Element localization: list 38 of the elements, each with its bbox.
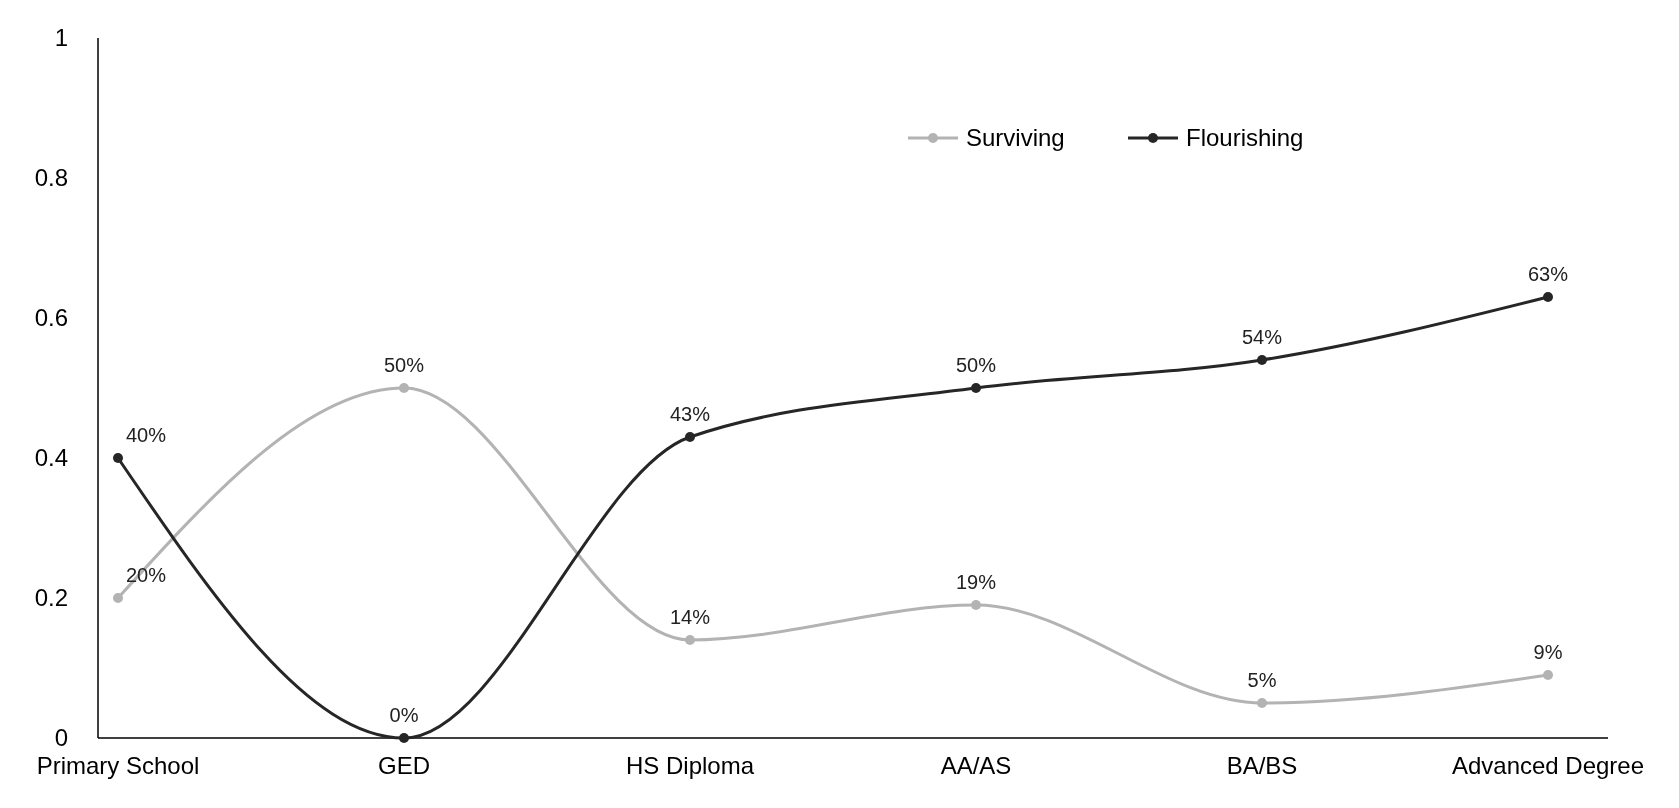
point bbox=[971, 383, 981, 393]
data-label: 9% bbox=[1533, 641, 1563, 663]
x-tick-label: GED bbox=[377, 752, 431, 779]
data-label: 19% bbox=[955, 571, 997, 593]
data-label: 14% bbox=[669, 606, 711, 628]
data-label: 0% bbox=[389, 704, 419, 726]
legend-label: Flourishing bbox=[1186, 124, 1304, 152]
y-tick-label: 0.6 bbox=[34, 304, 68, 332]
point bbox=[685, 432, 695, 442]
y-tick-label: 0.4 bbox=[34, 444, 68, 472]
data-label: 50% bbox=[383, 354, 425, 376]
data-label: 54% bbox=[1241, 326, 1283, 348]
data-label: 5% bbox=[1247, 669, 1277, 691]
y-tick-label: 1 bbox=[54, 24, 68, 52]
data-label: 50% bbox=[955, 354, 997, 376]
point bbox=[1543, 292, 1553, 302]
point bbox=[1257, 355, 1267, 365]
x-tick-label: Advanced Degree bbox=[1451, 752, 1645, 779]
point bbox=[1543, 670, 1553, 680]
x-tick-label: HS Diploma bbox=[625, 752, 755, 779]
y-tick-label: 0.8 bbox=[34, 164, 68, 192]
point bbox=[685, 635, 695, 645]
y-tick-label: 0.2 bbox=[34, 584, 68, 612]
legend-label: Surviving bbox=[966, 124, 1065, 152]
y-tick-label: 0 bbox=[54, 724, 68, 752]
data-label: 20% bbox=[125, 564, 167, 586]
data-label: 43% bbox=[669, 403, 711, 425]
data-label: 63% bbox=[1527, 263, 1569, 285]
point bbox=[1257, 698, 1267, 708]
point bbox=[399, 383, 409, 393]
point bbox=[113, 593, 123, 603]
point bbox=[971, 600, 981, 610]
x-tick-label: AA/AS bbox=[940, 752, 1012, 779]
data-label: 40% bbox=[125, 424, 167, 446]
point bbox=[399, 733, 409, 743]
point bbox=[113, 453, 123, 463]
x-tick-label: BA/BS bbox=[1226, 752, 1298, 779]
x-tick-label: Primary School bbox=[36, 752, 200, 779]
